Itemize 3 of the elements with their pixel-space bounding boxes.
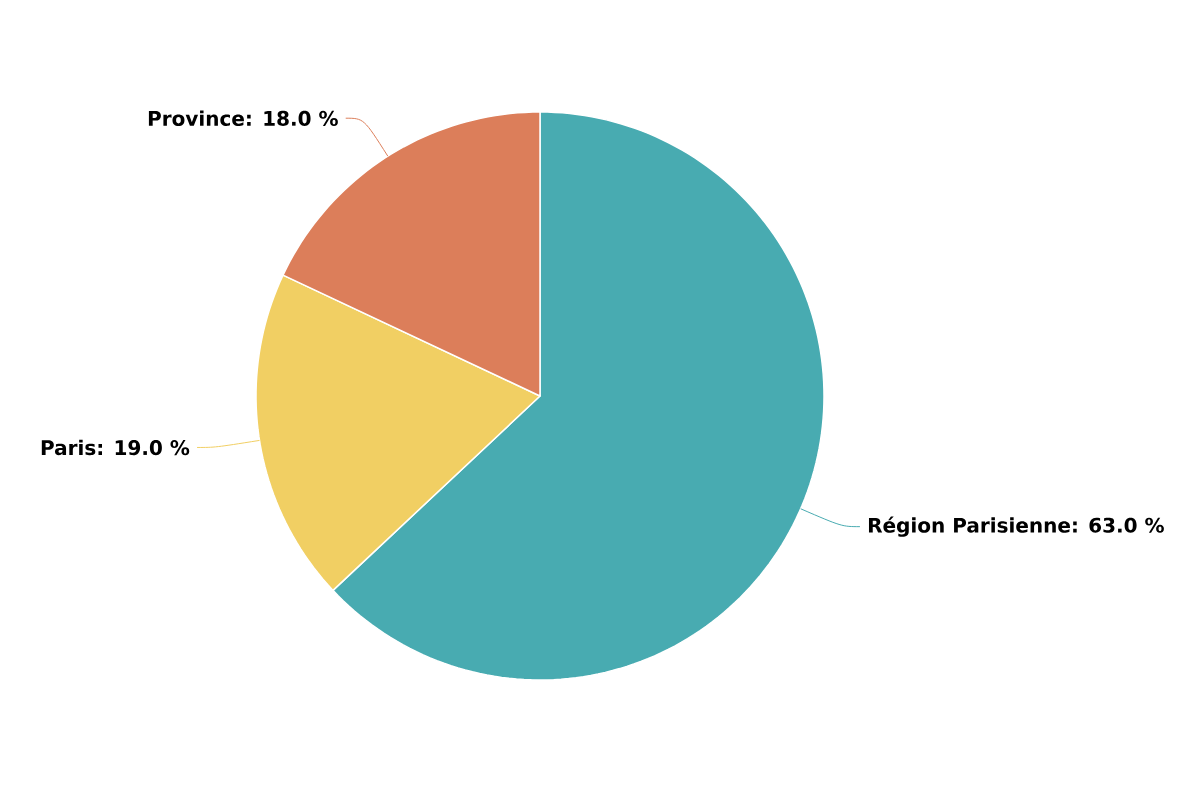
slice-label: Région Parisienne: 63.0 % [868,516,1164,537]
slice-label: Province: 18.0 % [148,110,338,126]
slice-label: Paris: 19.0 % [41,439,190,456]
